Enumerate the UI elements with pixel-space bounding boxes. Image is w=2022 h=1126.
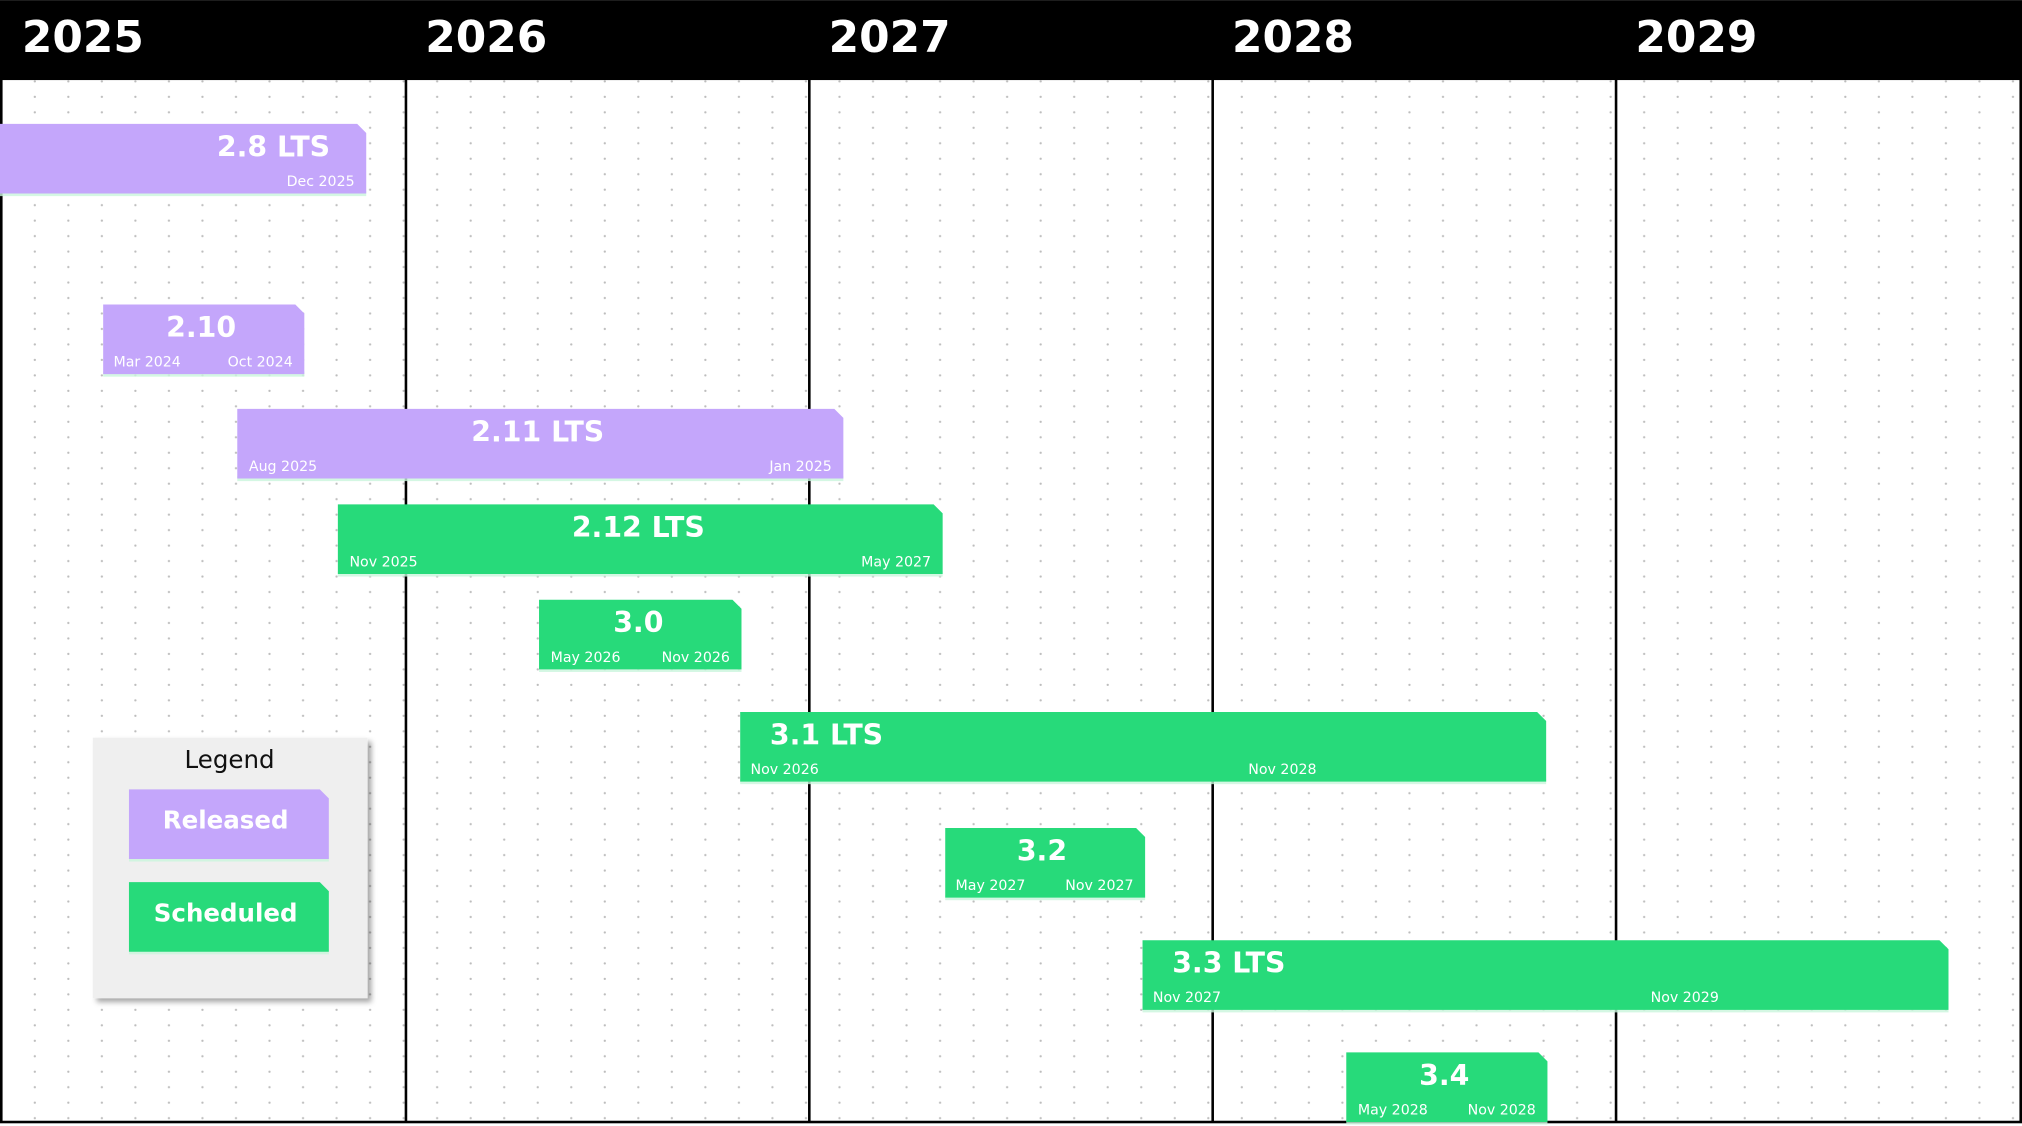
release-title: 2.8 LTS [217, 130, 330, 163]
legend: Legend Released Scheduled [92, 737, 368, 999]
release-date: Nov 2027 [1153, 990, 1221, 1006]
release: 2.8 LTS Dec 2025 [0, 123, 367, 197]
release: 3.1 LTS Nov 2026 Nov 2028 [740, 711, 1547, 785]
release: 3.3 LTS Nov 2027 Nov 2029 [1142, 940, 1949, 1013]
year-label: 2025 [22, 12, 144, 63]
release-date: May 2028 [1358, 1102, 1428, 1118]
release-title: 3.0 [613, 606, 663, 639]
release-date: Nov 2026 [662, 650, 730, 666]
release-date: Nov 2026 [751, 762, 819, 778]
year-label: 2026 [425, 12, 547, 63]
release-date: May 2026 [551, 650, 621, 666]
release-date: Nov 2027 [1065, 878, 1133, 894]
release-date: Nov 2028 [1468, 1102, 1536, 1118]
release-date: Nov 2028 [1248, 762, 1316, 778]
legend-title: Legend [185, 745, 275, 774]
header-band [1, 1, 2021, 81]
year-label: 2027 [829, 12, 951, 63]
release: 3.4 May 2028 Nov 2028 [1346, 1052, 1548, 1125]
legend-label: Released [163, 806, 289, 835]
release: 2.10 Mar 2024 Oct 2024 [103, 304, 305, 377]
release-date: Oct 2024 [228, 354, 293, 370]
release-title: 2.12 LTS [572, 511, 705, 544]
release-date: Aug 2025 [249, 459, 317, 475]
release-title: 3.4 [1419, 1059, 1469, 1092]
release: 3.2 May 2027 Nov 2027 [945, 828, 1146, 901]
release-bar [237, 408, 844, 479]
release-title: 3.2 [1017, 835, 1067, 868]
legend-swatch [128, 789, 329, 859]
release-date: Mar 2024 [113, 354, 180, 370]
legend-box [92, 737, 368, 999]
release-bar [337, 504, 943, 574]
release-bar [103, 304, 305, 375]
year-label: 2029 [1635, 12, 1757, 63]
legend-label: Scheduled [154, 898, 298, 927]
release: 2.12 LTS Nov 2025 May 2027 [337, 504, 943, 577]
release-bar [740, 711, 1547, 782]
release-bar [1142, 940, 1949, 1010]
release-bar [0, 123, 367, 194]
legend-swatch [128, 882, 329, 952]
year-label: 2028 [1232, 12, 1354, 63]
release-date: May 2027 [956, 878, 1026, 894]
release-title: 2.10 [166, 311, 236, 344]
release-title: 3.3 LTS [1172, 947, 1285, 980]
release-date: Jan 2025 [768, 459, 831, 475]
release: 2.11 LTS Aug 2025 Jan 2025 [237, 408, 844, 482]
release-date: May 2027 [861, 554, 931, 570]
release-date: Nov 2025 [349, 554, 417, 570]
release-date: Dec 2025 [287, 174, 355, 190]
release-bar [539, 599, 742, 670]
release-bar [945, 828, 1146, 898]
release-date: Nov 2029 [1651, 990, 1719, 1006]
release-title: 2.11 LTS [471, 415, 604, 448]
release-title: 3.1 LTS [770, 718, 883, 751]
release-bar [1346, 1052, 1548, 1123]
release: 3.0 May 2026 Nov 2026 [539, 599, 742, 672]
